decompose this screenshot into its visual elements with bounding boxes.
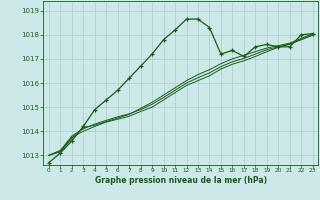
X-axis label: Graphe pression niveau de la mer (hPa): Graphe pression niveau de la mer (hPa) — [95, 176, 267, 185]
